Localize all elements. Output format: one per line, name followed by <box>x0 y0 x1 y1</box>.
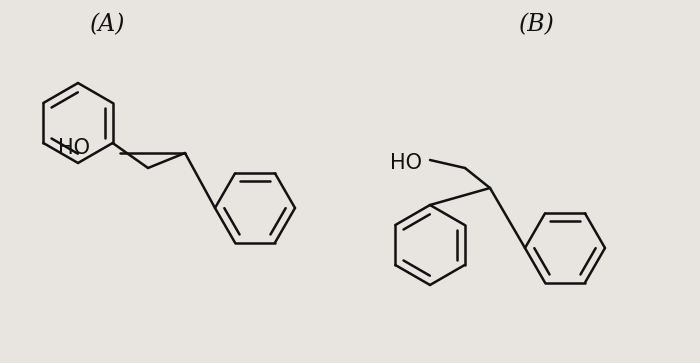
Text: (B): (B) <box>519 13 555 37</box>
Text: (A): (A) <box>90 13 126 37</box>
Text: HO: HO <box>58 138 90 158</box>
Text: HO: HO <box>390 153 422 173</box>
